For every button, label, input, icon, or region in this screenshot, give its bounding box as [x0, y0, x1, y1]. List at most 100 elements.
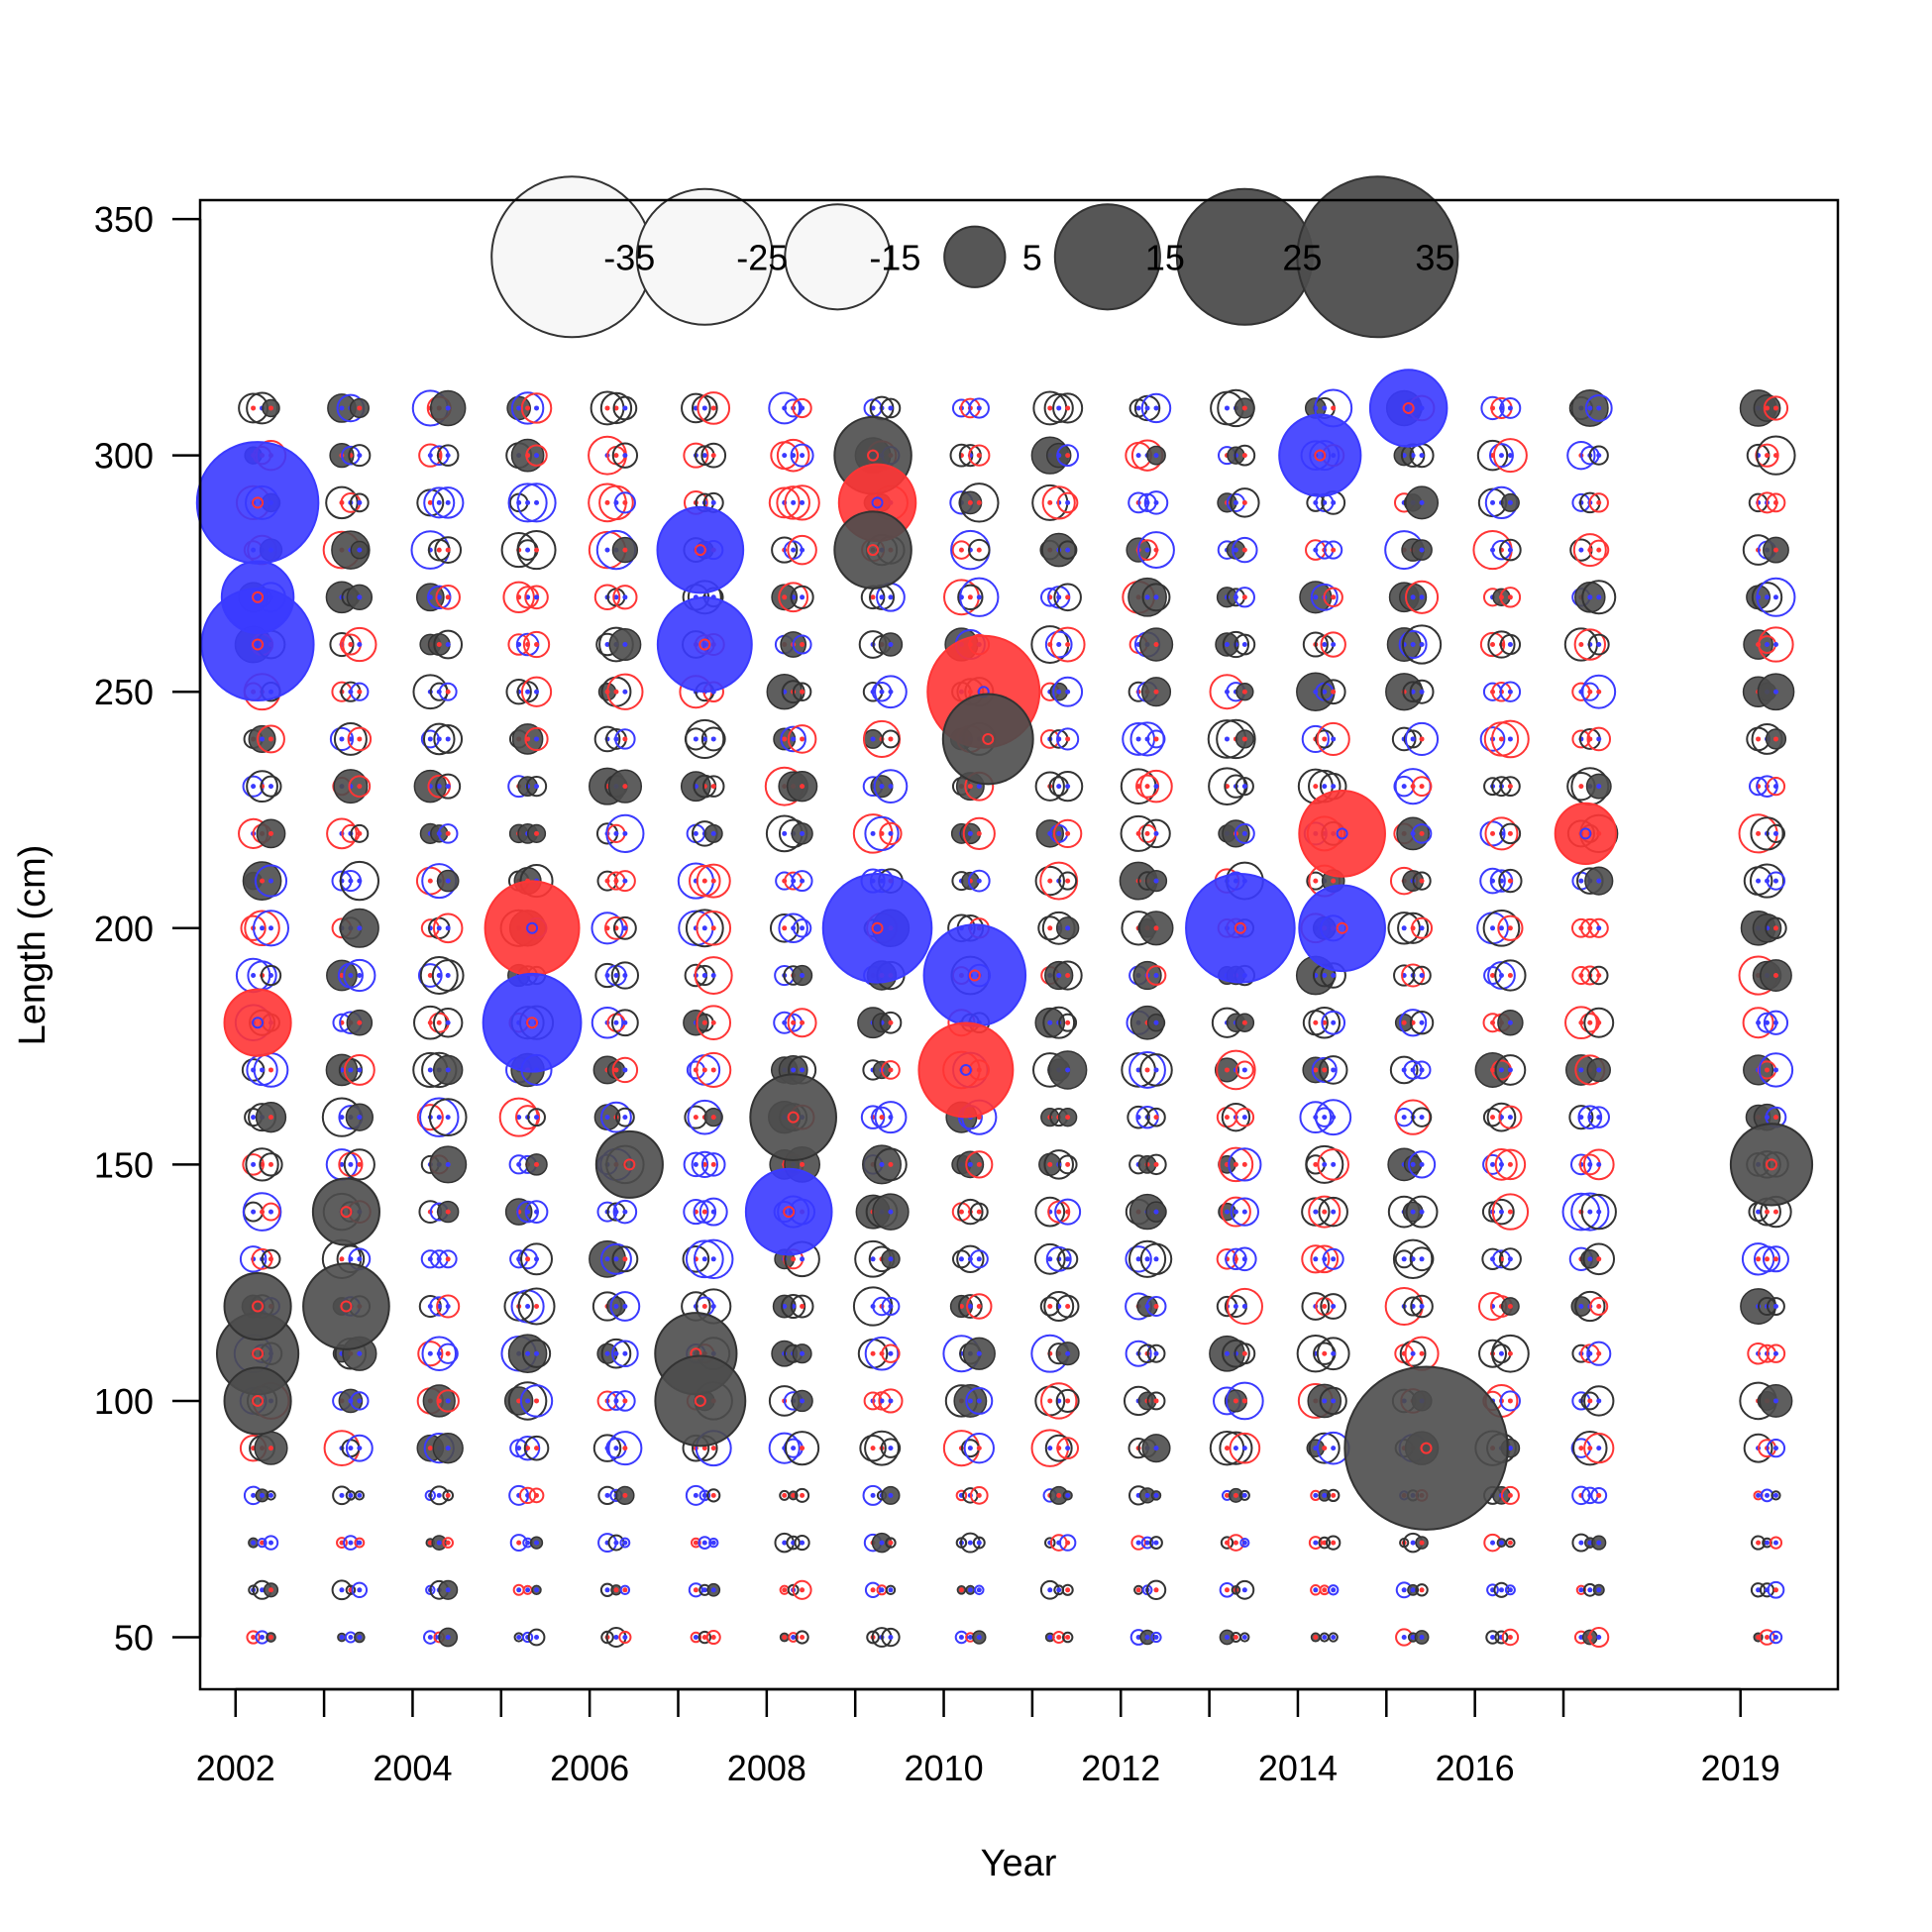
data-bubble-center: [1331, 499, 1337, 505]
data-bubble: [864, 815, 900, 851]
data-bubble-center: [534, 1161, 540, 1167]
data-bubble: [521, 1631, 534, 1644]
data-bubble-large: [922, 923, 1027, 1027]
data-bubble-center: [1056, 1209, 1062, 1215]
data-bubble-center: [976, 1256, 982, 1262]
data-bubble-center: [1765, 1635, 1771, 1641]
data-bubble-center: [1756, 1587, 1762, 1593]
data-bubble: [260, 775, 282, 798]
data-bubble-center: [1331, 1492, 1337, 1498]
data-bubble-center: [1153, 453, 1159, 459]
data-bubble-center: [1331, 1209, 1337, 1215]
data-bubble: [1043, 1291, 1075, 1322]
data-bubble: [792, 634, 812, 655]
data-bubble-center: [1144, 1492, 1150, 1498]
data-bubble: [1760, 1488, 1774, 1503]
data-bubble-center: [525, 405, 531, 411]
data-bubble: [685, 718, 725, 759]
data-bubble: [1145, 1153, 1167, 1176]
data-bubble-center: [1772, 736, 1778, 742]
data-bubble-center: [1419, 973, 1425, 979]
data-bubble-large: [1729, 1123, 1814, 1207]
data-bubble-center: [357, 1350, 363, 1356]
data-bubble: [1043, 392, 1074, 424]
data-bubble: [969, 1202, 989, 1222]
data-bubble-center: [1410, 736, 1416, 742]
data-bubble-center: [427, 1635, 433, 1641]
data-bubble-center: [357, 973, 363, 979]
data-bubble-center: [268, 830, 273, 836]
data-bubble-center: [534, 1350, 540, 1356]
data-bubble: [1572, 533, 1607, 568]
data-bubble-center: [701, 736, 707, 742]
data-bubble: [609, 1291, 641, 1322]
data-bubble: [1499, 633, 1522, 656]
data-bubble-center: [1587, 1020, 1593, 1025]
data-bubble: [1321, 1010, 1346, 1035]
data-bubble-center: [1241, 1540, 1247, 1546]
data-bubble: [1486, 1583, 1499, 1597]
data-bubble-center: [622, 453, 628, 459]
data-bubble-center: [427, 973, 433, 979]
data-bubble: [436, 1294, 461, 1319]
data-bubble-center: [1578, 1067, 1584, 1073]
data-bubble-center: [613, 830, 619, 836]
data-bubble-center: [348, 973, 354, 979]
data-bubble-center: [693, 736, 698, 742]
data-bubble-center: [1153, 925, 1159, 931]
data-bubble: [419, 956, 459, 995]
data-bubble-center: [427, 736, 433, 742]
data-bubble-center: [357, 1067, 363, 1073]
data-bubble-center: [1153, 830, 1159, 836]
data-bubble: [1145, 1296, 1167, 1318]
y-tick-label: 350: [94, 199, 154, 240]
data-bubble-large-center: [252, 1300, 265, 1313]
data-bubble: [1590, 1486, 1608, 1504]
data-bubble-center: [525, 689, 531, 695]
data-bubble-large-center: [871, 921, 884, 934]
data-bubble: [778, 912, 808, 944]
data-bubble: [1411, 823, 1433, 844]
data-bubble: [442, 1489, 455, 1502]
data-bubble-center: [622, 973, 628, 979]
data-bubble-center: [445, 1115, 451, 1121]
data-bubble-center: [1596, 1398, 1602, 1404]
data-bubble-center: [357, 689, 363, 695]
data-bubble-center: [260, 1587, 266, 1593]
data-bubble-center: [357, 830, 363, 836]
data-bubble-center: [1765, 642, 1771, 648]
data-bubble: [1234, 1342, 1256, 1365]
data-bubble-center: [800, 1067, 805, 1073]
data-bubble-center: [622, 642, 628, 648]
data-bubble-center: [888, 1161, 894, 1167]
data-bubble-center: [1224, 1587, 1230, 1593]
data-bubble-large-center: [623, 1158, 636, 1171]
data-bubble-center: [976, 1587, 982, 1593]
data-bubble-large-center: [867, 449, 880, 462]
data-bubble-large-center: [867, 544, 880, 557]
data-bubble-center: [1419, 1256, 1425, 1262]
data-bubble: [257, 1537, 268, 1549]
data-bubble: [424, 1489, 436, 1502]
data-bubble: [1415, 1583, 1429, 1597]
data-bubble-center: [1241, 547, 1247, 553]
data-bubble-center: [976, 453, 982, 459]
data-bubble: [696, 863, 731, 899]
data-bubble-center: [1490, 499, 1496, 505]
data-bubble-large: [594, 1129, 664, 1199]
data-bubble-center: [260, 878, 266, 884]
data-bubble: [1479, 726, 1506, 752]
data-bubble-center: [782, 1304, 788, 1310]
data-bubble: [965, 1150, 994, 1179]
data-bubble: [519, 1384, 554, 1418]
data-bubble: [1479, 867, 1506, 895]
data-bubble-center: [1596, 1020, 1602, 1025]
data-bubble-center: [1313, 1067, 1319, 1073]
data-bubble: [1053, 583, 1082, 612]
data-bubble: [1758, 1052, 1794, 1088]
legend-bubble: [1296, 175, 1459, 339]
data-bubble: [1057, 1154, 1078, 1175]
data-bubble-center: [1419, 453, 1425, 459]
data-bubble-center: [268, 1587, 273, 1593]
data-bubble-center: [1765, 1067, 1771, 1073]
